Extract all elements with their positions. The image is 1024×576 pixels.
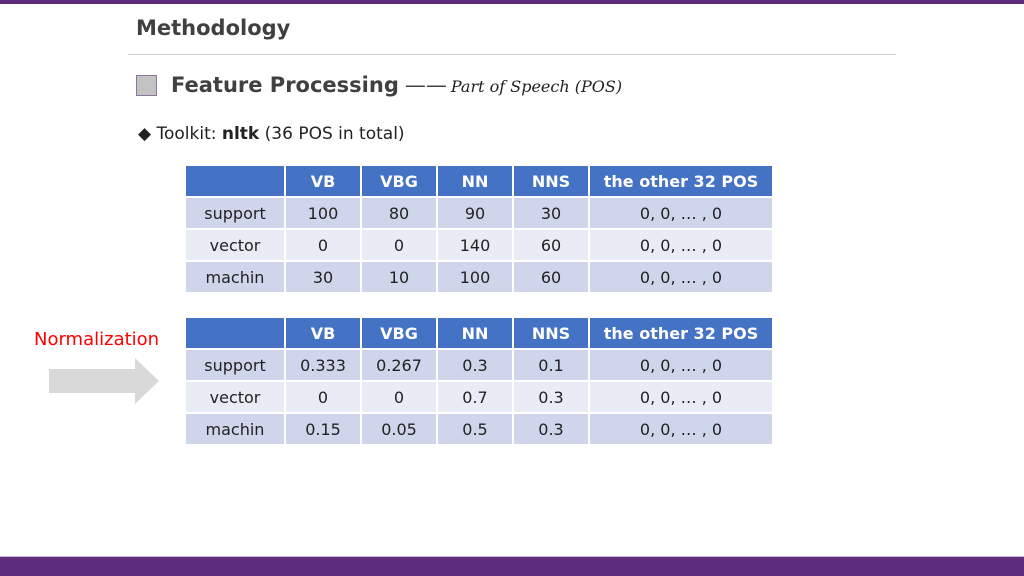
row-label: vector: [184, 380, 286, 414]
table-cell: 0.05: [360, 412, 438, 446]
page-title: Methodology: [136, 16, 291, 40]
table-cell: 0.3: [512, 380, 590, 414]
table-row: machin 0.15 0.05 0.5 0.3 0, 0, … , 0: [184, 412, 774, 446]
header-cell: [184, 164, 286, 198]
table-cell: 30: [512, 196, 590, 230]
table-cell: 90: [436, 196, 514, 230]
table-cell: 0, 0, … , 0: [588, 196, 774, 230]
table-cell: 0, 0, … , 0: [588, 228, 774, 262]
header-cell: NNS: [512, 316, 590, 350]
table-cell: 0.15: [284, 412, 362, 446]
row-label: machin: [184, 412, 286, 446]
header-cell: VBG: [360, 316, 438, 350]
table-cell: 0, 0, … , 0: [588, 260, 774, 294]
table-cell: 0, 0, … , 0: [588, 380, 774, 414]
header-cell: the other 32 POS: [588, 164, 774, 198]
table-cell: 0.7: [436, 380, 514, 414]
table-cell: 0.3: [436, 348, 514, 382]
section-heading: Feature Processing —— Part of Speech (POS): [171, 73, 622, 97]
header-cell: NNS: [512, 164, 590, 198]
table-cell: 0.1: [512, 348, 590, 382]
header-cell: the other 32 POS: [588, 316, 774, 350]
section-dash: ——: [404, 73, 447, 97]
bottom-bar-highlight: [0, 556, 1024, 557]
table-row: machin 30 10 100 60 0, 0, … , 0: [184, 260, 774, 294]
header-cell: VB: [284, 164, 362, 198]
table-cell: 60: [512, 260, 590, 294]
table-cell: 0: [284, 380, 362, 414]
table-cell: 60: [512, 228, 590, 262]
table-cell: 10: [360, 260, 438, 294]
row-label: vector: [184, 228, 286, 262]
table-cell: 30: [284, 260, 362, 294]
top-accent-bar: [0, 0, 1024, 4]
table-row: support 100 80 90 30 0, 0, … , 0: [184, 196, 774, 230]
section-square-icon: [136, 75, 157, 96]
right-arrow-icon: [49, 358, 159, 404]
table-row: vector 0 0 140 60 0, 0, … , 0: [184, 228, 774, 262]
table-cell: 100: [436, 260, 514, 294]
table-cell: 0, 0, … , 0: [588, 348, 774, 382]
row-label: support: [184, 196, 286, 230]
title-divider: [128, 54, 896, 55]
toolkit-bullet: ◆ Toolkit: nltk (36 POS in total): [138, 124, 405, 144]
table-cell: 0.3: [512, 412, 590, 446]
header-cell: NN: [436, 316, 514, 350]
header-cell: NN: [436, 164, 514, 198]
table-cell: 0: [360, 228, 438, 262]
table-header-row: VB VBG NN NNS the other 32 POS: [184, 164, 774, 198]
header-cell: VBG: [360, 164, 438, 198]
section-heading-text: Feature Processing: [171, 73, 399, 97]
row-label: support: [184, 348, 286, 382]
header-cell: [184, 316, 286, 350]
table-cell: 0, 0, … , 0: [588, 412, 774, 446]
diamond-bullet-icon: ◆: [138, 124, 157, 144]
table-cell: 140: [436, 228, 514, 262]
raw-pos-count-table: VB VBG NN NNS the other 32 POS support 1…: [184, 164, 774, 294]
table-row: vector 0 0 0.7 0.3 0, 0, … , 0: [184, 380, 774, 414]
header-cell: VB: [284, 316, 362, 350]
table-row: support 0.333 0.267 0.3 0.1 0, 0, … , 0: [184, 348, 774, 382]
normalization-label: Normalization: [34, 329, 160, 350]
bottom-accent-bar: [0, 557, 1024, 576]
table-cell: 0: [360, 380, 438, 414]
toolkit-name: nltk: [221, 124, 260, 144]
toolkit-suffix: (36 POS in total): [259, 124, 405, 144]
table-cell: 0.5: [436, 412, 514, 446]
toolkit-prefix: Toolkit:: [156, 124, 222, 144]
normalized-pos-table: VB VBG NN NNS the other 32 POS support 0…: [184, 316, 774, 446]
table-cell: 0.333: [284, 348, 362, 382]
table-cell: 0.267: [360, 348, 438, 382]
table-cell: 100: [284, 196, 362, 230]
section-subheading: Part of Speech (POS): [450, 77, 623, 96]
row-label: machin: [184, 260, 286, 294]
table-cell: 80: [360, 196, 438, 230]
table-cell: 0: [284, 228, 362, 262]
table-header-row: VB VBG NN NNS the other 32 POS: [184, 316, 774, 350]
